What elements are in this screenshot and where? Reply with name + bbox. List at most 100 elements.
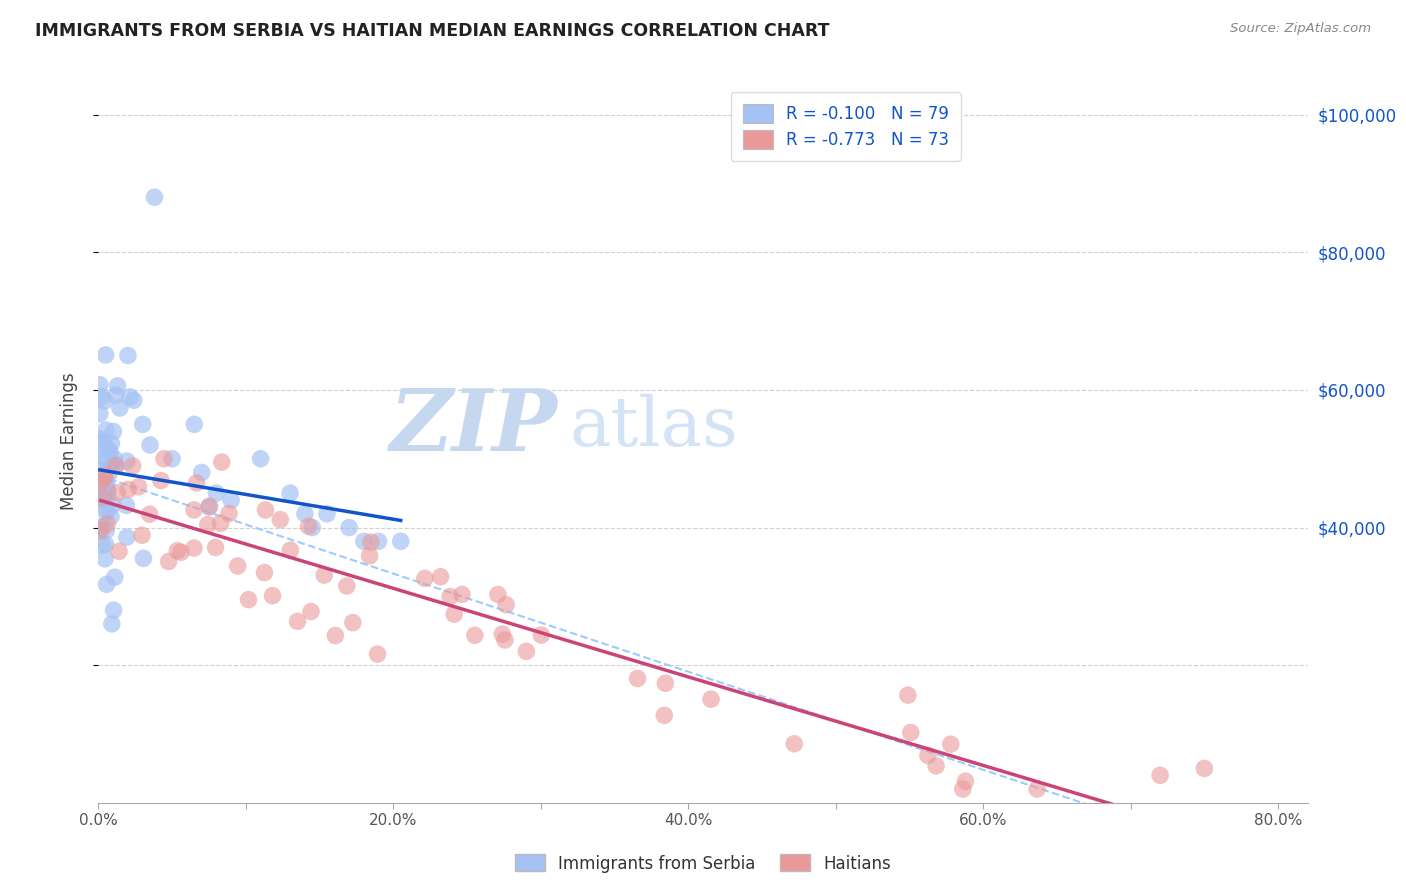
Point bbox=[90, 520, 112, 534]
Point bbox=[91, 435, 114, 450]
Point bbox=[91, 492, 114, 507]
Point bbox=[94, 348, 117, 362]
Point bbox=[166, 543, 188, 558]
Point bbox=[925, 759, 948, 773]
Point bbox=[91, 491, 114, 505]
Point bbox=[128, 480, 150, 494]
Point bbox=[183, 503, 205, 517]
Point bbox=[253, 566, 276, 580]
Point bbox=[204, 541, 226, 555]
Point bbox=[170, 545, 193, 559]
Point bbox=[443, 607, 465, 622]
Point bbox=[90, 489, 112, 503]
Point bbox=[301, 520, 323, 534]
Point bbox=[157, 554, 180, 568]
Point bbox=[94, 537, 117, 551]
Point bbox=[115, 499, 138, 513]
Point bbox=[1149, 768, 1171, 782]
Point bbox=[98, 467, 121, 481]
Point bbox=[451, 587, 474, 601]
Point bbox=[94, 450, 117, 465]
Point bbox=[280, 543, 302, 558]
Point bbox=[198, 499, 221, 513]
Point bbox=[353, 534, 375, 549]
Point bbox=[94, 480, 117, 494]
Point bbox=[297, 519, 319, 533]
Point bbox=[94, 551, 117, 566]
Point bbox=[96, 517, 118, 532]
Point bbox=[626, 672, 648, 686]
Point bbox=[100, 436, 122, 450]
Point bbox=[122, 393, 145, 408]
Point bbox=[104, 570, 127, 584]
Point bbox=[515, 644, 537, 658]
Point bbox=[367, 534, 389, 549]
Point bbox=[91, 435, 114, 450]
Point bbox=[325, 629, 347, 643]
Point bbox=[105, 485, 128, 500]
Point bbox=[342, 615, 364, 630]
Point bbox=[131, 417, 153, 432]
Point bbox=[132, 551, 155, 566]
Point bbox=[96, 483, 118, 497]
Point bbox=[700, 692, 723, 706]
Point bbox=[1194, 761, 1216, 775]
Point bbox=[389, 534, 412, 549]
Point bbox=[117, 349, 139, 363]
Point bbox=[209, 516, 232, 531]
Point bbox=[278, 486, 301, 500]
Point bbox=[299, 605, 322, 619]
Point bbox=[96, 504, 118, 518]
Point bbox=[101, 498, 124, 512]
Point bbox=[287, 615, 309, 629]
Point bbox=[89, 432, 111, 446]
Point bbox=[104, 388, 127, 402]
Point bbox=[90, 390, 112, 404]
Point bbox=[93, 476, 115, 491]
Point bbox=[219, 493, 242, 508]
Point bbox=[89, 407, 111, 421]
Point bbox=[269, 513, 291, 527]
Point bbox=[205, 486, 228, 500]
Point bbox=[107, 379, 129, 393]
Text: atlas: atlas bbox=[569, 394, 740, 460]
Point bbox=[96, 523, 118, 537]
Point bbox=[90, 524, 112, 538]
Point bbox=[900, 725, 922, 739]
Point bbox=[139, 438, 162, 452]
Point bbox=[96, 577, 118, 591]
Point bbox=[93, 475, 115, 490]
Point bbox=[118, 390, 141, 404]
Point bbox=[100, 509, 122, 524]
Point bbox=[952, 782, 974, 797]
Point bbox=[103, 425, 125, 439]
Point bbox=[89, 464, 111, 478]
Text: IMMIGRANTS FROM SERBIA VS HAITIAN MEDIAN EARNINGS CORRELATION CHART: IMMIGRANTS FROM SERBIA VS HAITIAN MEDIAN… bbox=[35, 22, 830, 40]
Point bbox=[226, 559, 249, 574]
Point bbox=[314, 568, 336, 582]
Point bbox=[917, 748, 939, 763]
Point bbox=[97, 442, 120, 457]
Point bbox=[486, 587, 509, 601]
Point bbox=[491, 627, 513, 641]
Point bbox=[238, 592, 260, 607]
Legend: Immigrants from Serbia, Haitians: Immigrants from Serbia, Haitians bbox=[508, 847, 898, 880]
Point bbox=[494, 632, 516, 647]
Point bbox=[90, 476, 112, 491]
Point bbox=[316, 507, 339, 521]
Point bbox=[94, 505, 117, 519]
Point bbox=[93, 489, 115, 503]
Text: Source: ZipAtlas.com: Source: ZipAtlas.com bbox=[1230, 22, 1371, 36]
Point bbox=[96, 488, 118, 502]
Point bbox=[94, 423, 117, 437]
Point bbox=[89, 467, 111, 481]
Point bbox=[367, 647, 389, 661]
Point bbox=[97, 484, 120, 499]
Point bbox=[530, 628, 553, 642]
Point bbox=[103, 451, 125, 466]
Point bbox=[96, 477, 118, 491]
Point bbox=[143, 190, 166, 204]
Point bbox=[359, 549, 381, 563]
Point bbox=[160, 451, 183, 466]
Point bbox=[218, 507, 240, 521]
